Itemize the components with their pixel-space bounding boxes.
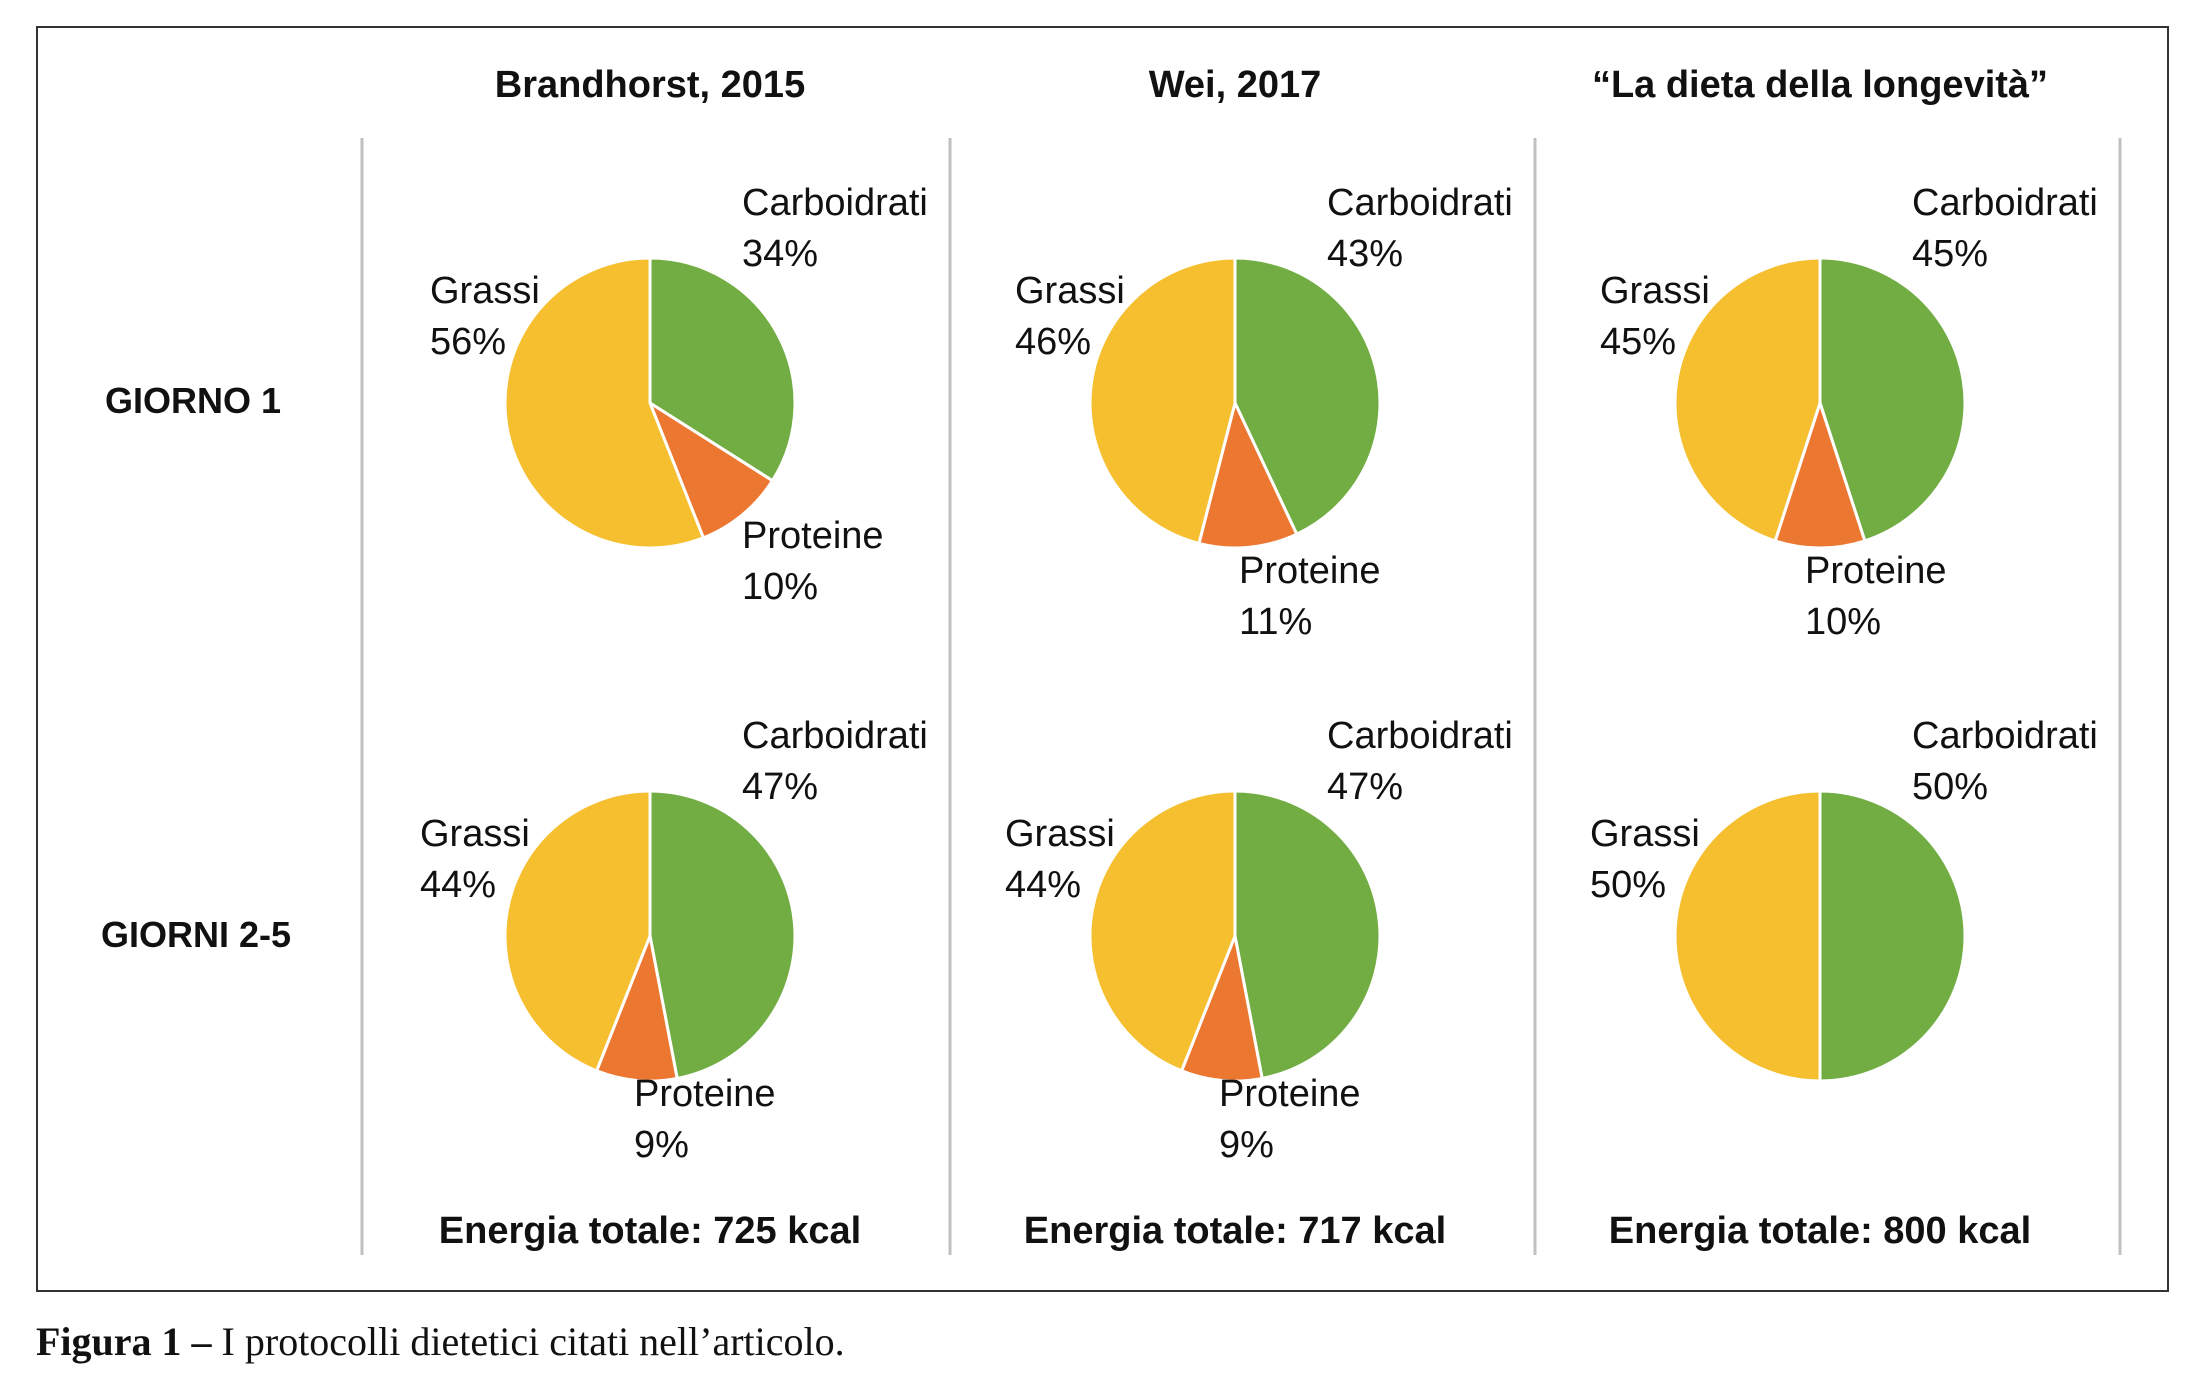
slice-label-brandhorst-giorni2-5-proteine: Proteine: [634, 1073, 776, 1115]
slice-label-longevita-giorno1-carboidrati: Carboidrati: [1912, 182, 2098, 224]
pie-slice-wei-giorni2-5-grassi: [1088, 789, 1237, 1073]
pie-slice-longevita-giorni2-5-grassi: [1673, 789, 1822, 1083]
pie-slice-brandhorst-giorni2-5-proteine: [595, 934, 679, 1083]
pie-brandhorst-giorno1: Carboidrati 34% Proteine 10% Grassi 56%: [430, 182, 928, 608]
total-energy-longevita: Energia totale: 800 kcal: [1609, 1210, 2031, 1252]
slice-label-longevita-giorno1-proteine: Proteine: [1805, 550, 1947, 592]
slice-value-brandhorst-giorni2-5-carboidrati: 47%: [742, 766, 818, 808]
pie-slice-longevita-giorni2-5-carboidrati: [1818, 789, 1967, 1083]
pie-slice-brandhorst-giorno1-proteine: [648, 401, 774, 540]
slice-value-longevita-giorni2-5-carboidrati: 50%: [1912, 766, 1988, 808]
pie-slice-wei-giorno1-grassi: [1088, 256, 1237, 545]
pie-slice-longevita-giorno1-proteine: [1773, 401, 1867, 550]
slice-label-longevita-giorni2-5-carboidrati: Carboidrati: [1912, 715, 2098, 757]
figure-caption: Figura 1 – I protocolli dietetici citati…: [36, 1318, 845, 1365]
slice-label-longevita-giorni2-5-grassi: Grassi: [1590, 813, 1700, 855]
slice-value-brandhorst-giorno1-carboidrati: 34%: [742, 233, 818, 275]
pie-slice-brandhorst-giorni2-5-carboidrati: [648, 789, 797, 1080]
slice-value-wei-giorno1-proteine: 11%: [1239, 601, 1312, 643]
pie-slice-wei-giorni2-5-carboidrati: [1233, 789, 1382, 1080]
slice-value-wei-giorni2-5-grassi: 44%: [1005, 864, 1081, 906]
slice-label-wei-giorni2-5-proteine: Proteine: [1219, 1073, 1361, 1115]
pie-brandhorst-giorni2-5: Carboidrati 47% Proteine 9% Grassi 44%: [420, 715, 928, 1166]
total-energy-brandhorst: Energia totale: 725 kcal: [439, 1210, 861, 1252]
slice-label-brandhorst-giorno1-grassi: Grassi: [430, 270, 540, 312]
pie-slice-longevita-giorno1-grassi: [1673, 256, 1822, 543]
slice-value-longevita-giorno1-carboidrati: 45%: [1912, 233, 1988, 275]
slice-label-wei-giorno1-carboidrati: Carboidrati: [1327, 182, 1513, 224]
slice-value-longevita-giorno1-proteine: 10%: [1805, 601, 1881, 643]
row-label-giorno-1: GIORNO 1: [105, 380, 281, 421]
total-energy-wei: Energia totale: 717 kcal: [1024, 1210, 1446, 1252]
caption-lead: Figura 1 –: [36, 1319, 212, 1364]
slice-label-brandhorst-giorni2-5-carboidrati: Carboidrati: [742, 715, 928, 757]
figure-frame: [36, 26, 2169, 1292]
slice-label-longevita-giorno1-grassi: Grassi: [1600, 270, 1710, 312]
slice-label-wei-giorni2-5-grassi: Grassi: [1005, 813, 1115, 855]
row-label-giorni-2-5: GIORNI 2-5: [101, 914, 291, 955]
slice-value-wei-giorno1-carboidrati: 43%: [1327, 233, 1403, 275]
column-header-longevita: “La dieta della longevità”: [1592, 64, 2048, 106]
slice-value-brandhorst-giorno1-proteine: 10%: [742, 566, 818, 608]
column-header-wei: Wei, 2017: [1149, 64, 1322, 106]
slice-value-brandhorst-giorno1-grassi: 56%: [430, 321, 506, 363]
pie-slice-brandhorst-giorno1-grassi: [503, 256, 705, 550]
slice-label-brandhorst-giorno1-carboidrati: Carboidrati: [742, 182, 928, 224]
slice-value-wei-giorno1-grassi: 46%: [1015, 321, 1091, 363]
slice-value-brandhorst-giorni2-5-proteine: 9%: [634, 1124, 689, 1166]
pie-longevita-giorno1: Carboidrati 45% Proteine 10% Grassi 45%: [1600, 182, 2098, 643]
slice-value-wei-giorni2-5-proteine: 9%: [1219, 1124, 1274, 1166]
pie-wei-giorno1: Carboidrati 43% Proteine 11% Grassi 46%: [1015, 182, 1513, 643]
pie-slice-wei-giorno1-proteine: [1197, 401, 1299, 550]
pie-slice-wei-giorno1-carboidrati: [1233, 256, 1382, 536]
slice-value-wei-giorni2-5-carboidrati: 47%: [1327, 766, 1403, 808]
pie-slice-longevita-giorno1-carboidrati: [1818, 256, 1967, 543]
slice-value-brandhorst-giorni2-5-grassi: 44%: [420, 864, 496, 906]
pie-longevita-giorni2-5: Carboidrati 50% Grassi 50%: [1590, 715, 2098, 1083]
caption-text: I protocolli dietetici citati nell’artic…: [221, 1319, 845, 1364]
slice-value-longevita-giorno1-grassi: 45%: [1600, 321, 1676, 363]
slice-label-brandhorst-giorno1-proteine: Proteine: [742, 515, 884, 557]
slice-label-wei-giorno1-proteine: Proteine: [1239, 550, 1381, 592]
column-header-brandhorst: Brandhorst, 2015: [495, 64, 805, 106]
pie-slice-brandhorst-giorni2-5-grassi: [503, 789, 652, 1073]
slice-value-longevita-giorni2-5-grassi: 50%: [1590, 864, 1666, 906]
slice-label-wei-giorni2-5-carboidrati: Carboidrati: [1327, 715, 1513, 757]
pie-wei-giorni2-5: Carboidrati 47% Proteine 9% Grassi 44%: [1005, 715, 1513, 1166]
pie-charts-figure: Brandhorst, 2015 Wei, 2017 “La dieta del…: [101, 64, 2122, 1255]
slice-label-brandhorst-giorni2-5-grassi: Grassi: [420, 813, 530, 855]
pie-slice-wei-giorni2-5-proteine: [1180, 934, 1264, 1083]
slice-label-wei-giorno1-grassi: Grassi: [1015, 270, 1125, 312]
